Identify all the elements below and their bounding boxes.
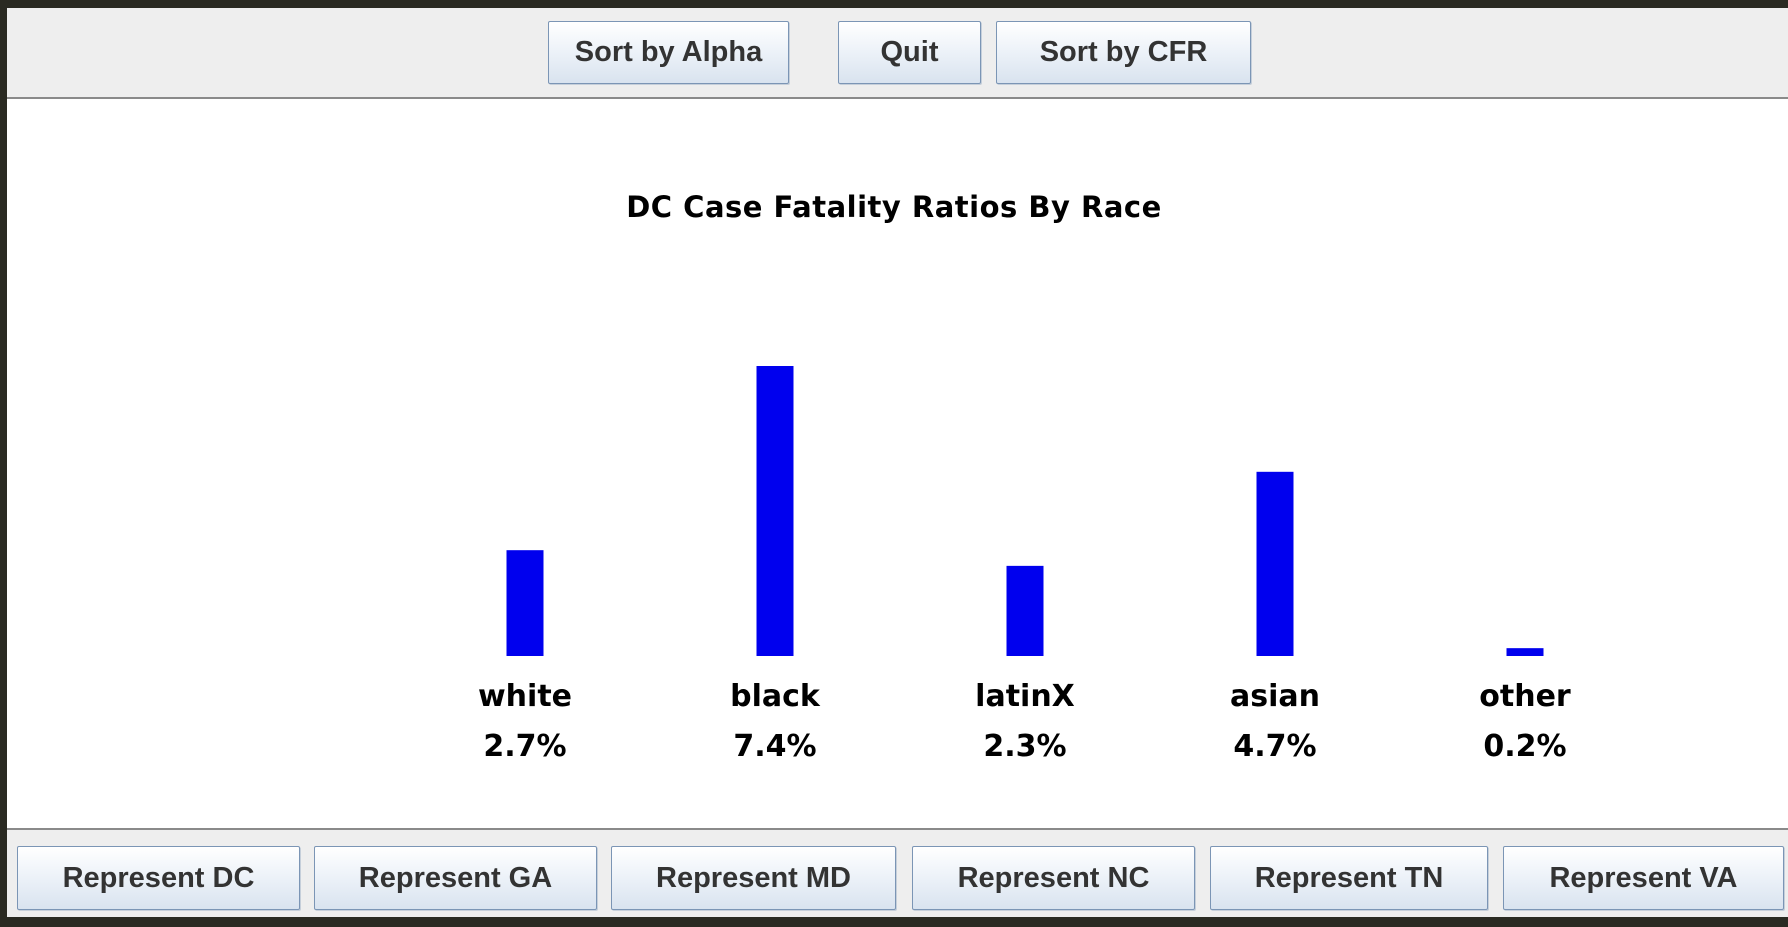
bar-latinX (1006, 565, 1044, 656)
category-label-other: other (1479, 679, 1571, 714)
represent-dc-button[interactable]: Represent DC (17, 846, 300, 910)
category-label-latinX: latinX (975, 679, 1075, 714)
bar-chart: white 2.7% black 7.4% latinX 2.3% asian 4.7% oth… (478, 366, 1571, 764)
represent-tn-button[interactable]: Represent TN (1210, 846, 1488, 910)
category-label-white: white (478, 679, 572, 714)
sort-by-cfr-button[interactable]: Sort by CFR (996, 21, 1251, 84)
represent-ga-button[interactable]: Represent GA (314, 846, 597, 910)
bar-asian (1256, 471, 1294, 656)
sort-by-alpha-button[interactable]: Sort by Alpha (548, 21, 789, 84)
category-label-black: black (730, 679, 821, 714)
value-label-latinX: 2.3% (983, 729, 1066, 764)
bar-black (756, 366, 794, 656)
bar-white (506, 550, 544, 656)
represent-nc-button[interactable]: Represent NC (912, 846, 1195, 910)
value-label-asian: 4.7% (1233, 729, 1316, 764)
value-label-other: 0.2% (1483, 729, 1566, 764)
chart-title: DC Case Fatality Ratios By Race (626, 190, 1162, 224)
represent-md-button[interactable]: Represent MD (611, 846, 896, 910)
app-window: Sort by Alpha Quit Sort by CFR Represent… (7, 8, 1788, 917)
value-label-white: 2.7% (483, 729, 566, 764)
represent-va-button[interactable]: Represent VA (1503, 846, 1784, 910)
category-label-asian: asian (1230, 679, 1320, 714)
bar-other (1506, 648, 1544, 656)
state-selector-bar: Represent DC Represent GA Represent MD R… (7, 828, 1788, 917)
toolbar: Sort by Alpha Quit Sort by CFR (7, 8, 1788, 99)
value-label-black: 7.4% (733, 729, 816, 764)
quit-button[interactable]: Quit (838, 21, 981, 84)
